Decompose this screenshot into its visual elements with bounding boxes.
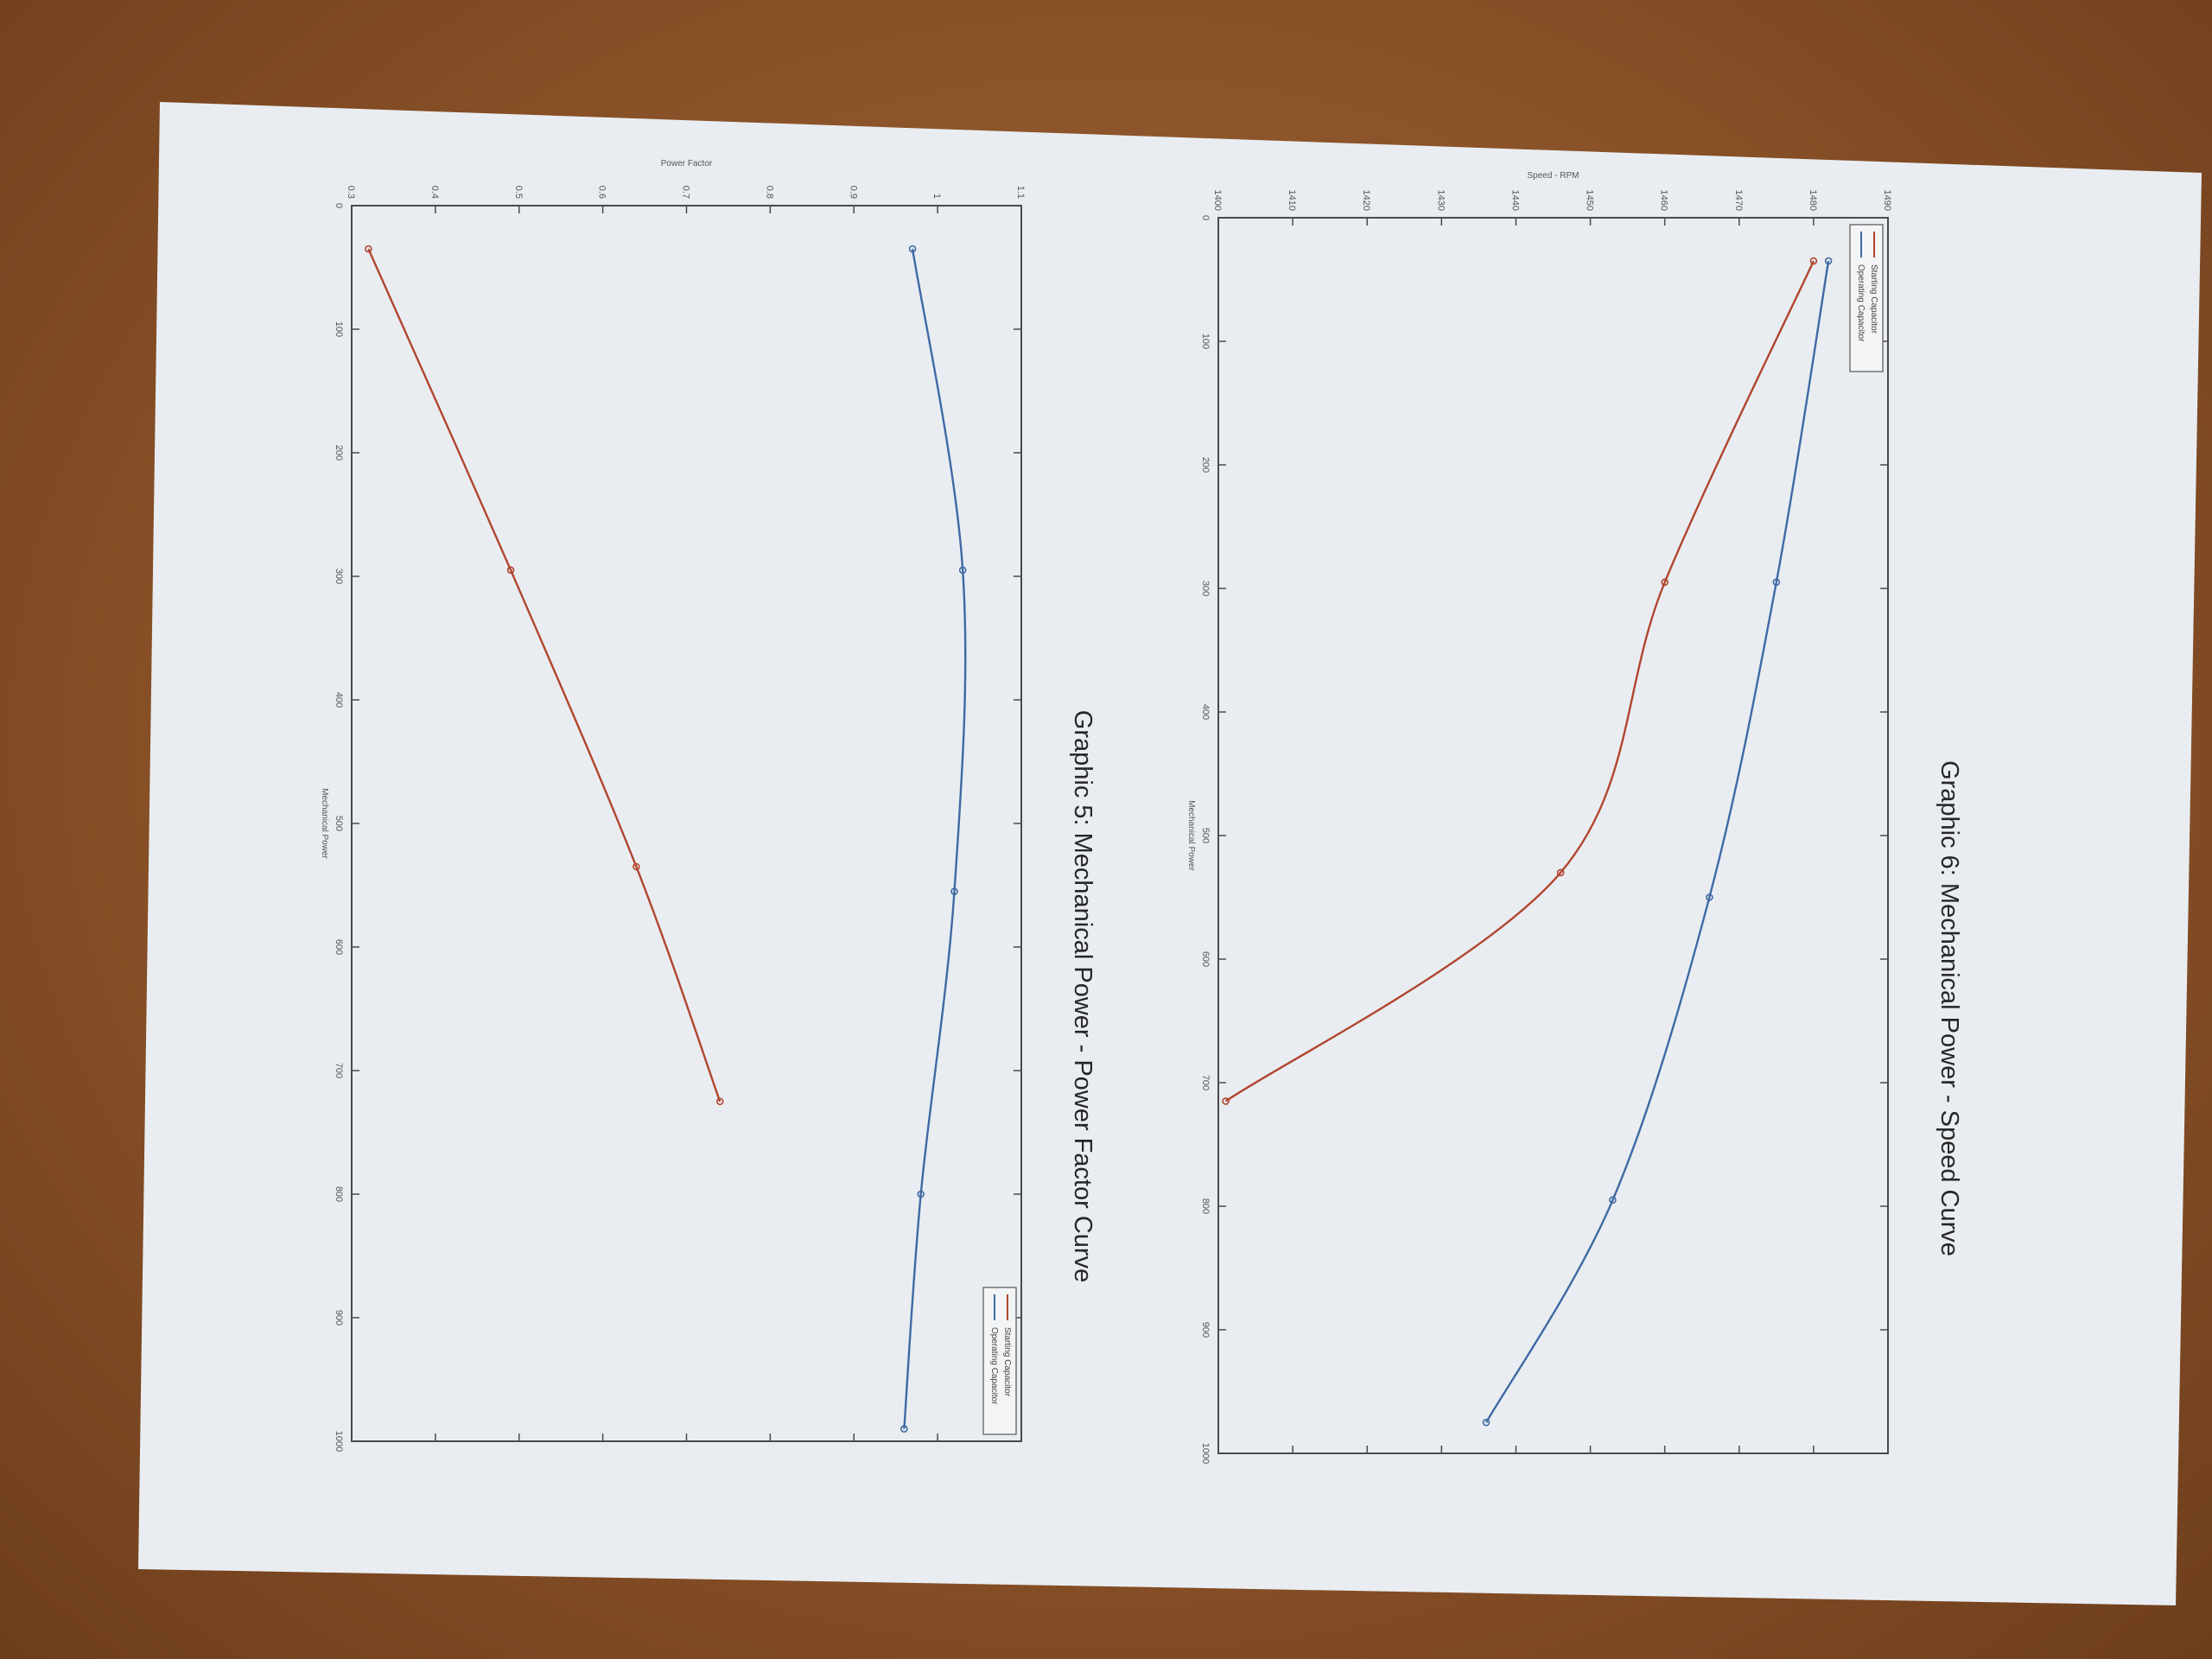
chart2-x-tick-label: 200 [1200,457,1211,473]
chart1-legend-box [982,1287,1017,1435]
chart1-data-point [632,862,640,871]
chart2-y-tick-label: 1470 [1733,190,1744,211]
chart2-y-axis-label: Speed - RPM [1527,171,1579,181]
chart2-y-tick-label: 1450 [1585,190,1595,211]
chart2-data-point [1824,257,1833,265]
chart1-x-tick-label: 100 [334,321,344,337]
chart1-x-tick-label: 300 [334,569,344,584]
chart2-series-starting-line [1224,260,1815,1103]
chart1-y-tick-label: 1.1 [1015,186,1026,199]
chart1-series-operating-line [903,248,967,1429]
chart1-legend-entry: Operating Capacitor [989,1327,999,1405]
chart2-data-point [1556,868,1565,877]
chart2-y-tick-label: 1400 [1212,190,1223,211]
chart2-x-tick-label: 700 [1200,1075,1211,1090]
chart2-x-tick-label: 0 [1200,215,1211,220]
chart2-data-point [1661,578,1669,587]
chart1-y-tick-label: 0.7 [681,186,691,199]
chart2-x-tick-label: 100 [1200,334,1211,349]
chart2-x-axis-label: Mechanical Power [1186,800,1196,871]
chart2-legend-box [1849,224,1884,372]
chart1-y-tick-label: 0.8 [764,186,774,199]
chart2-y-tick-label: 1490 [1882,190,1892,211]
chart2-x-tick-label: 300 [1200,581,1211,596]
chart1-x-tick-label: 0 [334,203,344,208]
chart1-data-point [908,245,917,253]
chart-speed-caption: Graphic 6: Mechanical Power - Speed Curv… [1936,760,1963,1256]
chart1-x-tick-label: 600 [334,939,344,955]
chart1-legend-entry: Starting Capacitor [1002,1327,1012,1397]
chart2-x-tick-label: 1000 [1200,1443,1211,1464]
chart2-x-tick-label: 800 [1200,1198,1211,1214]
chart2-y-tick-label: 1410 [1287,190,1297,211]
chart1-data-point [958,566,967,575]
chart-speed-plot: 0 100 200 300 400 500 600 700 800 900 1000 1400 1410… [1186,171,1892,1464]
chart1-x-tick-label: 500 [334,816,344,831]
chart1-y-axis-label: Power Factor [661,159,713,168]
chart2-x-tick-label: 500 [1200,828,1211,843]
chart1-y-tick-label: 0.9 [848,186,858,199]
chart1-data-point [506,566,515,575]
chart2-data-point [1809,257,1818,265]
chart1-y-tick-label: 0.5 [513,186,524,199]
chart1-y-tick-label: 0.3 [346,186,356,199]
chart1-x-tick-label: 700 [334,1063,344,1078]
chart1-y-tick-label: 1 [931,194,942,199]
chart2-y-tick-label: 1460 [1659,190,1669,211]
chart1-x-axis-label: Mechanical Power [320,788,329,859]
chart1-data-point [365,245,372,253]
chart1-x-tick-label: 900 [334,1310,344,1325]
chart-power-factor: 0 100 200 300 400 500 600 700 800 900 1000 0.3 0.4 0.… [320,159,1096,1452]
chart2-x-tick-label: 900 [1200,1322,1211,1338]
chart-power-factor-plot: 0 100 200 300 400 500 600 700 800 900 1000 0.3 0.4 0.… [320,159,1026,1452]
chart1-data-point [950,887,958,895]
chart2-data-point [1772,578,1781,587]
chart2-y-tick-label: 1480 [1808,190,1818,211]
chart1-y-tick-label: 0.4 [429,186,440,199]
chart-speed: 0 100 200 300 400 500 600 700 800 900 1000 1400 1410… [1186,171,1963,1464]
chart2-x-tick-label: 600 [1200,951,1211,967]
chart2-data-point [1609,1196,1617,1205]
chart2-legend-entry: Operating Capacitor [1856,264,1866,342]
chart2-x-tick-label: 400 [1200,704,1211,720]
chart2-y-tick-label: 1440 [1510,190,1520,211]
chart2-y-tick-label: 1430 [1435,190,1446,211]
chart2-y-tick-label: 1420 [1361,190,1371,211]
chart2-data-point [1222,1097,1230,1105]
chart1-x-tick-label: 800 [334,1186,344,1202]
chart1-data-point [715,1097,724,1106]
chart2-legend-entry: Starting Capacitor [1869,264,1878,334]
chart-power-factor-caption: Graphic 5: Mechanical Power - Power Fact… [1069,710,1096,1282]
chart2-data-point [1482,1418,1491,1427]
chart2-data-point [1706,893,1713,901]
chart1-x-tick-label: 400 [334,692,344,708]
chart1-x-tick-label: 1000 [334,1431,344,1452]
chart1-series-starting-line [367,248,721,1103]
chart2-series-operating-line [1484,260,1830,1423]
paper-sheet [138,102,2202,1605]
chart1-data-point [900,1425,908,1433]
chart1-y-tick-label: 0.6 [597,186,607,199]
chart1-x-tick-label: 200 [334,445,344,461]
chart1-data-point [917,1190,925,1198]
